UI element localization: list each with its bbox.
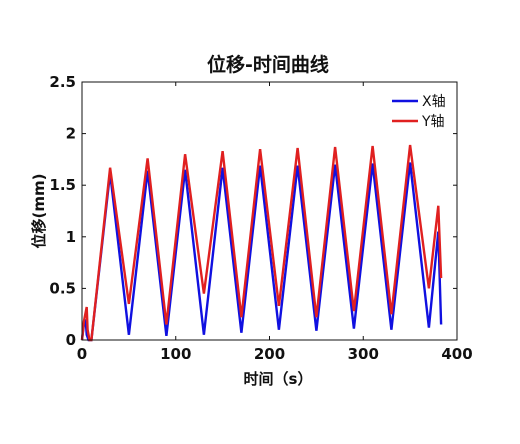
legend-label-y: Y轴 xyxy=(421,114,445,130)
y-tick-label: 2 xyxy=(66,125,76,143)
x-tick-label: 300 xyxy=(348,345,379,363)
chart-title: 位移-时间曲线 xyxy=(207,53,329,76)
x-tick-label: 0 xyxy=(77,345,87,363)
legend-label-x: X轴 xyxy=(422,94,446,110)
x-tick-label: 100 xyxy=(160,345,191,363)
y-axis-label: 位移(mm) xyxy=(30,174,48,249)
y-tick-label: 1.5 xyxy=(49,176,76,194)
y-tick-label: 1 xyxy=(66,228,76,246)
x-tick-label: 400 xyxy=(441,345,472,363)
x-axis-label: 时间（s） xyxy=(244,370,313,388)
x-tick-label: 200 xyxy=(254,345,285,363)
plot-area: 0 100 200 300 400 0 0.5 1 1.5 2 2.5 X轴 Y轴 xyxy=(49,73,472,363)
y-tick-label: 2.5 xyxy=(49,73,76,91)
y-tick-label: 0.5 xyxy=(49,279,76,297)
y-tick-label: 0 xyxy=(66,331,76,349)
